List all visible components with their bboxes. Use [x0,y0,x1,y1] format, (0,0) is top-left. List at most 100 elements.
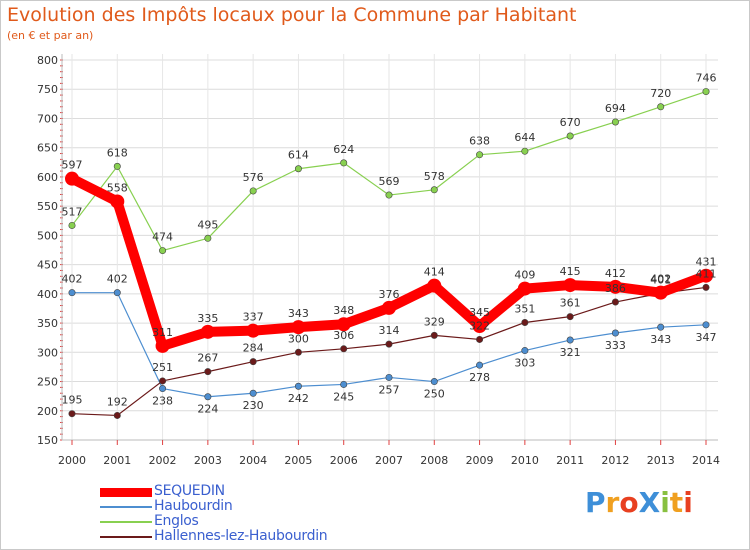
data-label: 321 [560,346,581,359]
x-tick-label: 2001 [103,454,131,467]
data-label: 412 [605,267,626,280]
data-label: 347 [696,331,717,344]
data-label: 322 [469,319,490,332]
data-label: 618 [107,146,128,159]
data-label: 303 [514,357,535,370]
x-tick-label: 2002 [149,454,177,467]
data-point [200,324,215,339]
data-point [249,358,257,366]
data-label: 300 [288,332,309,345]
y-tick-label: 350 [37,317,58,330]
legend-label-hallennes: Hallennes-lez-Haubourdin [154,528,328,544]
data-point [430,331,438,339]
data-label: 230 [243,399,264,412]
logo-letter: o [619,486,639,519]
data-point [110,194,125,209]
logo-letter: i [660,486,670,519]
data-point [68,289,76,297]
x-tick-label: 2011 [556,454,584,467]
data-point [476,151,484,159]
data-label: 720 [650,87,671,100]
data-point [340,380,348,388]
data-label: 337 [243,311,264,324]
data-point [566,336,574,344]
data-label: 638 [469,135,490,148]
data-label: 495 [197,218,218,231]
x-tick-label: 2013 [647,454,675,467]
data-point [291,320,306,335]
data-label: 386 [605,282,626,295]
x-tick-label: 2008 [420,454,448,467]
data-label: 614 [288,149,309,162]
x-tick-label: 2007 [375,454,403,467]
data-point [476,361,484,369]
data-point [657,103,665,111]
y-tick-label: 300 [37,346,58,359]
data-label: 245 [333,390,354,403]
data-label: 306 [333,329,354,342]
x-tick-label: 2000 [58,454,86,467]
y-tick-label: 750 [37,83,58,96]
data-label: 238 [152,395,173,408]
data-point [246,323,261,338]
data-label: 402 [107,273,128,286]
data-point [385,191,393,199]
proxiti-logo: ProXiti [585,486,695,526]
data-point [566,313,574,321]
data-label: 376 [379,288,400,301]
data-point [113,411,121,419]
data-label: 414 [424,266,445,279]
data-label: 343 [288,307,309,320]
y-tick-label: 200 [37,405,58,418]
data-point [294,348,302,356]
legend-label-englos: Englos [154,513,199,529]
data-point [204,368,212,376]
data-label: 402 [62,273,83,286]
data-label: 314 [379,324,400,337]
data-label: 597 [62,159,83,172]
data-label: 333 [605,339,626,352]
legend-swatch-hallennes [100,536,152,538]
data-point [427,278,442,293]
data-point [608,279,623,294]
data-point [382,300,396,315]
data-label: 474 [152,231,173,244]
logo-letter: t [669,486,684,519]
data-point [517,281,532,296]
y-tick-label: 150 [37,434,58,447]
data-label: 670 [560,116,581,129]
legend-label-sequedin: SEQUEDIN [154,483,225,499]
data-point [566,132,574,140]
data-label: 224 [197,403,218,416]
data-point [521,318,529,326]
data-label: 431 [696,256,717,269]
data-point [294,382,302,390]
x-tick-label: 2010 [511,454,539,467]
data-point [563,278,578,293]
data-point [340,345,348,353]
data-label: 411 [696,267,717,280]
data-point [159,377,167,385]
data-point [472,319,487,333]
x-tick-label: 2012 [601,454,629,467]
data-point [699,268,713,283]
data-label: 251 [152,361,173,374]
data-label: 335 [197,312,218,325]
x-tick-label: 2005 [284,454,312,467]
data-label: 242 [288,392,309,405]
data-point [702,321,710,329]
data-label: 624 [333,143,354,156]
y-tick-label: 250 [37,376,58,389]
data-point [65,171,79,186]
data-point [430,378,438,386]
x-tick-label: 2003 [194,454,222,467]
data-point [611,329,619,337]
legend-label-haubourdin: Haubourdin [154,498,233,514]
data-label: 409 [514,269,535,282]
data-point [340,159,348,167]
data-point [294,165,302,173]
legend-swatch-haubourdin [100,506,152,508]
data-label: 694 [605,102,626,115]
data-label: 361 [560,297,581,310]
